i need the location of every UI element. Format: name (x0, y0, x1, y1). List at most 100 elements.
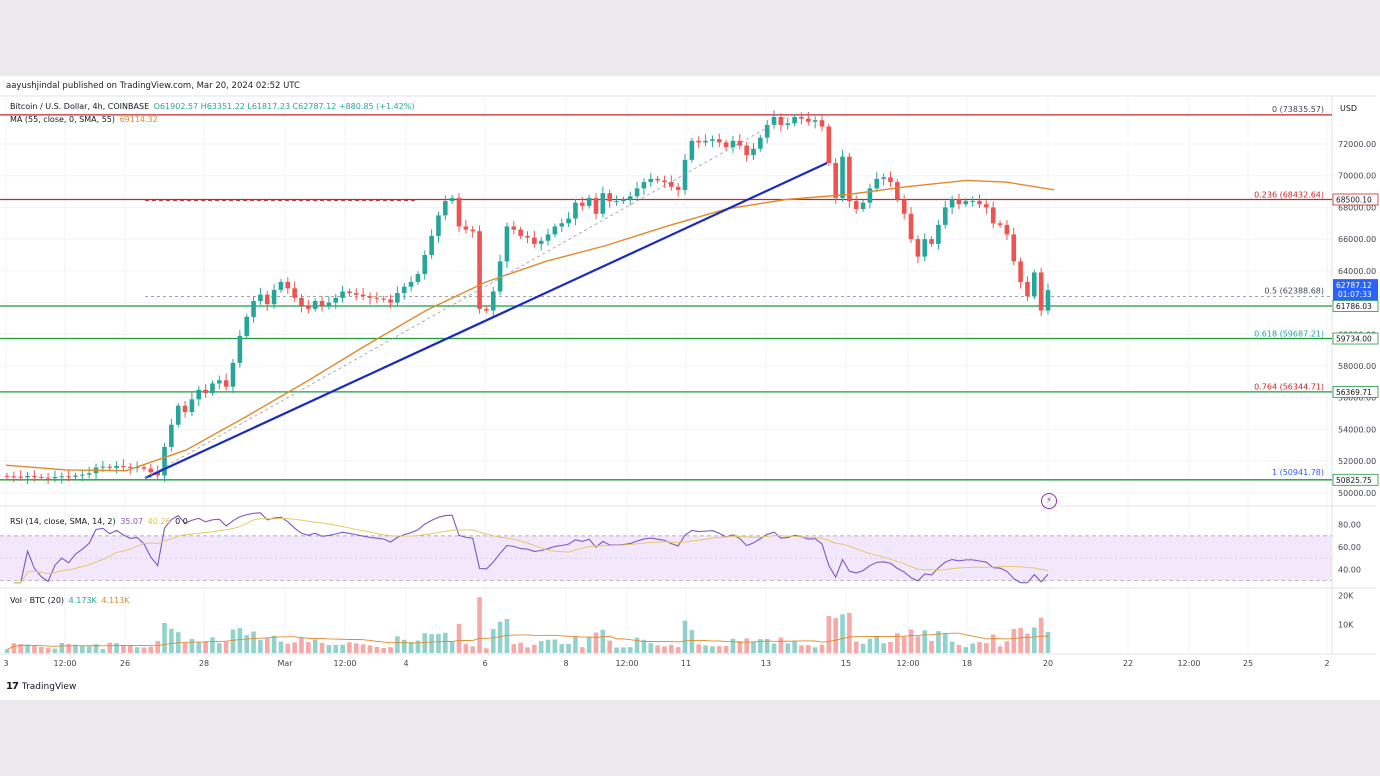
candle-body (182, 405, 188, 413)
volume-bar (1018, 627, 1023, 653)
y-tick-label: 50000.00 (1338, 489, 1376, 498)
candle-body (244, 316, 250, 336)
candle-body (1004, 224, 1010, 235)
candle-body (32, 475, 37, 477)
y-tick-label: 54000.00 (1338, 425, 1376, 434)
candle-body (299, 297, 304, 306)
volume-bar (703, 645, 708, 653)
candle-body (127, 466, 133, 468)
volume-bar (764, 638, 770, 653)
fib-level-label: 1 (50941.78) (1272, 468, 1324, 477)
candle-body (1018, 261, 1023, 282)
candle-body (367, 296, 373, 298)
candle-body (812, 120, 818, 122)
volume-bar (799, 645, 804, 653)
candle-body (963, 201, 969, 205)
volume-bar (148, 646, 154, 653)
candle-body (703, 140, 708, 143)
volume-bar (840, 614, 845, 653)
volume-bar (518, 642, 523, 653)
candle-body (436, 215, 441, 236)
volume-bar (230, 629, 236, 653)
candle-body (38, 476, 44, 478)
candle-body (552, 226, 558, 235)
x-tick-label: 25 (1243, 659, 1253, 668)
y-tick-label: 64000.00 (1338, 267, 1376, 276)
candle-body (662, 180, 667, 183)
candle-body (162, 446, 167, 476)
fib-level-label: 0.764 (56344.71) (1254, 382, 1324, 391)
volume-bar (682, 620, 688, 653)
volume-bar (901, 636, 907, 653)
rsi-tick-label: 40.00 (1338, 565, 1361, 574)
candle-body (52, 477, 58, 479)
volume-bar (614, 647, 619, 653)
x-tick-label: 4 (403, 659, 408, 668)
candle-body (285, 281, 291, 289)
x-tick-label: 3 (3, 659, 8, 668)
level-label-box (1332, 193, 1379, 206)
candle-body (223, 380, 229, 387)
candle-body (778, 117, 784, 125)
volume-bar (833, 618, 838, 653)
publisher-caption: aayushjindal published on TradingView.co… (6, 81, 300, 91)
lightning-icon[interactable]: ⚡ (1041, 493, 1057, 509)
x-tick-label: 6 (482, 659, 487, 668)
candle-body (326, 302, 332, 306)
candle-body (682, 159, 688, 190)
volume-bar (38, 646, 44, 653)
volume-bar (579, 647, 585, 653)
candle-body (518, 229, 523, 236)
candle-body (607, 193, 612, 202)
volume-bar (127, 645, 133, 653)
volume-bar (607, 640, 612, 653)
candle-body (1011, 234, 1017, 262)
candle-body (764, 124, 770, 138)
candle-body (25, 475, 30, 478)
countdown-label: 01:07:33 (1338, 290, 1372, 299)
volume-bar (490, 629, 496, 653)
volume-bar (552, 639, 558, 653)
currency-label[interactable]: USD (1340, 104, 1358, 113)
candle-body (100, 466, 106, 468)
volume-bar (223, 641, 229, 653)
volume-bar (915, 636, 921, 653)
volume-bar (751, 641, 756, 653)
candle-body (908, 213, 914, 240)
candle-body (1038, 272, 1044, 311)
volume-bar (662, 646, 667, 653)
candle-body (895, 182, 900, 200)
volume-bar (25, 644, 30, 653)
candle-body (80, 474, 85, 476)
volume-bar (264, 638, 270, 653)
x-tick-label: Mar (277, 659, 293, 668)
volume-bar (1032, 627, 1037, 653)
volume-bar (155, 641, 160, 653)
volume-bar (1004, 641, 1010, 653)
volume-bar (52, 648, 58, 653)
volume-bar (32, 645, 37, 653)
candle-body (710, 139, 715, 141)
x-tick-label: 12:00 (333, 659, 356, 668)
symbol-label: Bitcoin / U.S. Dollar, 4h, COINBASE (10, 102, 150, 111)
level-label-box (1332, 473, 1379, 486)
price-chart[interactable]: 3 12:00 26 28 Mar 12:00 4 6 8 12:00 11 13 15 12:00 18 2… (0, 76, 1380, 700)
candle-body (306, 305, 311, 309)
candle-body (867, 188, 873, 203)
candle-body (381, 298, 386, 300)
candle-body (771, 117, 777, 125)
volume-bar (538, 641, 544, 653)
candle-body (675, 186, 681, 190)
fib-level-label: 0.618 (59687.21) (1254, 329, 1324, 338)
candle-body (429, 235, 434, 256)
volume-bar (11, 643, 17, 653)
volume-bar (710, 646, 715, 653)
candle-body (251, 301, 256, 317)
candle-body (73, 475, 78, 477)
x-tick-label: 28 (199, 659, 209, 668)
volume-bar (655, 645, 660, 653)
volume-bar (93, 644, 99, 653)
volume-bar (107, 642, 113, 653)
candle-body (374, 297, 380, 299)
x-tick-label: 13 (761, 659, 771, 668)
